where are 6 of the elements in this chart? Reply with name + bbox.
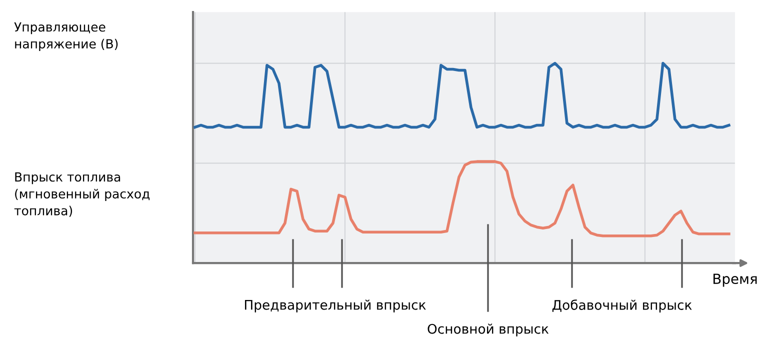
text: Основной впрыск xyxy=(428,324,549,336)
text: Управляющее напряжение (В) xyxy=(14,22,118,51)
text: Впрыск топлива (мгновенный расход топлива) xyxy=(14,172,150,217)
text: Добавочный впрыск xyxy=(552,300,692,312)
x-axis-title: Время xyxy=(714,274,757,287)
text: Предварительный впрыск xyxy=(244,300,426,312)
